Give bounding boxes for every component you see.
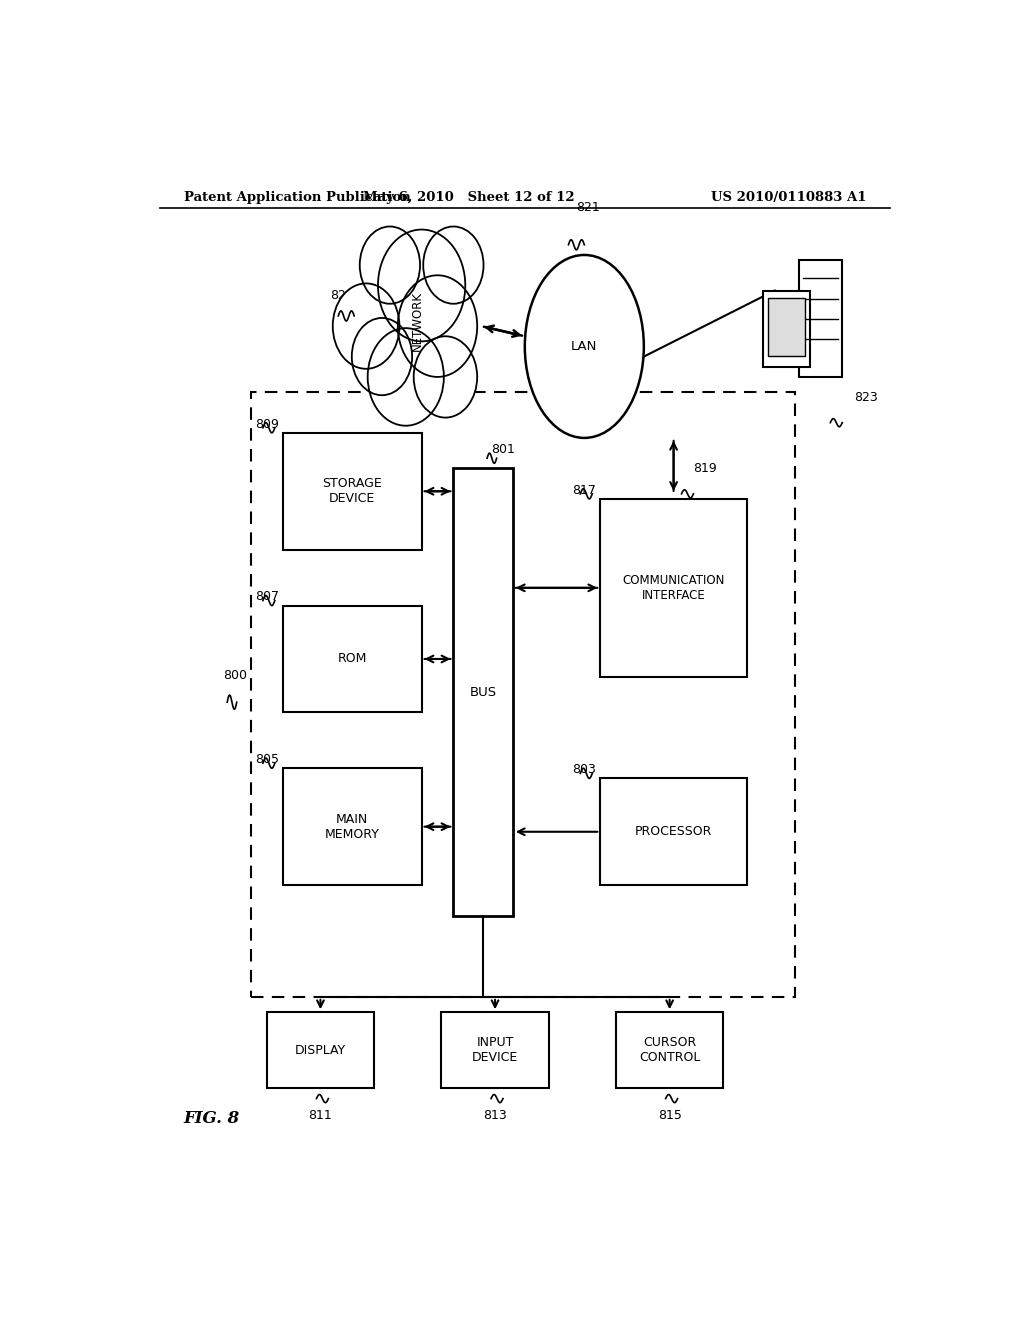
Text: 821: 821 xyxy=(577,202,600,214)
Bar xyxy=(441,1012,549,1089)
Bar xyxy=(251,392,795,997)
Text: 819: 819 xyxy=(693,462,717,475)
Circle shape xyxy=(378,230,465,342)
Text: May 6, 2010   Sheet 12 of 12: May 6, 2010 Sheet 12 of 12 xyxy=(364,190,575,203)
Text: CURSOR
CONTROL: CURSOR CONTROL xyxy=(639,1036,700,1064)
Bar xyxy=(454,469,513,916)
Circle shape xyxy=(368,329,443,426)
Circle shape xyxy=(333,284,399,368)
Text: 801: 801 xyxy=(492,444,515,455)
Text: 803: 803 xyxy=(572,763,596,776)
Text: 825: 825 xyxy=(331,289,354,302)
Text: LAN: LAN xyxy=(571,341,598,352)
Text: 809: 809 xyxy=(255,417,279,430)
Text: BUS: BUS xyxy=(470,685,497,698)
Bar xyxy=(283,606,422,713)
Text: 811: 811 xyxy=(308,1109,333,1122)
Text: 815: 815 xyxy=(657,1109,682,1122)
Circle shape xyxy=(359,227,420,304)
Text: NETWORK: NETWORK xyxy=(412,290,424,351)
Bar xyxy=(763,290,811,367)
Text: DISPLAY: DISPLAY xyxy=(295,1044,346,1057)
Text: FIG. 8: FIG. 8 xyxy=(183,1110,240,1127)
Text: ROM: ROM xyxy=(338,652,367,665)
Text: 805: 805 xyxy=(255,752,279,766)
Text: PROCESSOR: PROCESSOR xyxy=(635,825,713,838)
Text: MAIN
MEMORY: MAIN MEMORY xyxy=(325,813,380,841)
Text: US 2010/0110883 A1: US 2010/0110883 A1 xyxy=(711,190,866,203)
Text: 823: 823 xyxy=(854,391,878,404)
Text: 817: 817 xyxy=(572,483,596,496)
Ellipse shape xyxy=(524,255,644,438)
Bar xyxy=(616,1012,723,1089)
Text: COMMUNICATION
INTERFACE: COMMUNICATION INTERFACE xyxy=(623,574,725,602)
Bar xyxy=(768,297,805,356)
Bar xyxy=(267,1012,374,1089)
Text: INPUT
DEVICE: INPUT DEVICE xyxy=(472,1036,518,1064)
Circle shape xyxy=(423,227,483,304)
Text: Patent Application Publication: Patent Application Publication xyxy=(183,190,411,203)
Circle shape xyxy=(352,318,412,395)
Circle shape xyxy=(397,276,477,378)
Circle shape xyxy=(414,337,477,417)
Text: STORAGE
DEVICE: STORAGE DEVICE xyxy=(323,478,382,506)
Text: 800: 800 xyxy=(223,669,247,682)
Bar xyxy=(600,779,748,886)
Bar xyxy=(283,433,422,549)
Text: 807: 807 xyxy=(255,590,279,603)
Bar xyxy=(799,260,843,378)
Bar xyxy=(600,499,748,677)
Text: 813: 813 xyxy=(483,1109,507,1122)
Bar xyxy=(283,768,422,886)
